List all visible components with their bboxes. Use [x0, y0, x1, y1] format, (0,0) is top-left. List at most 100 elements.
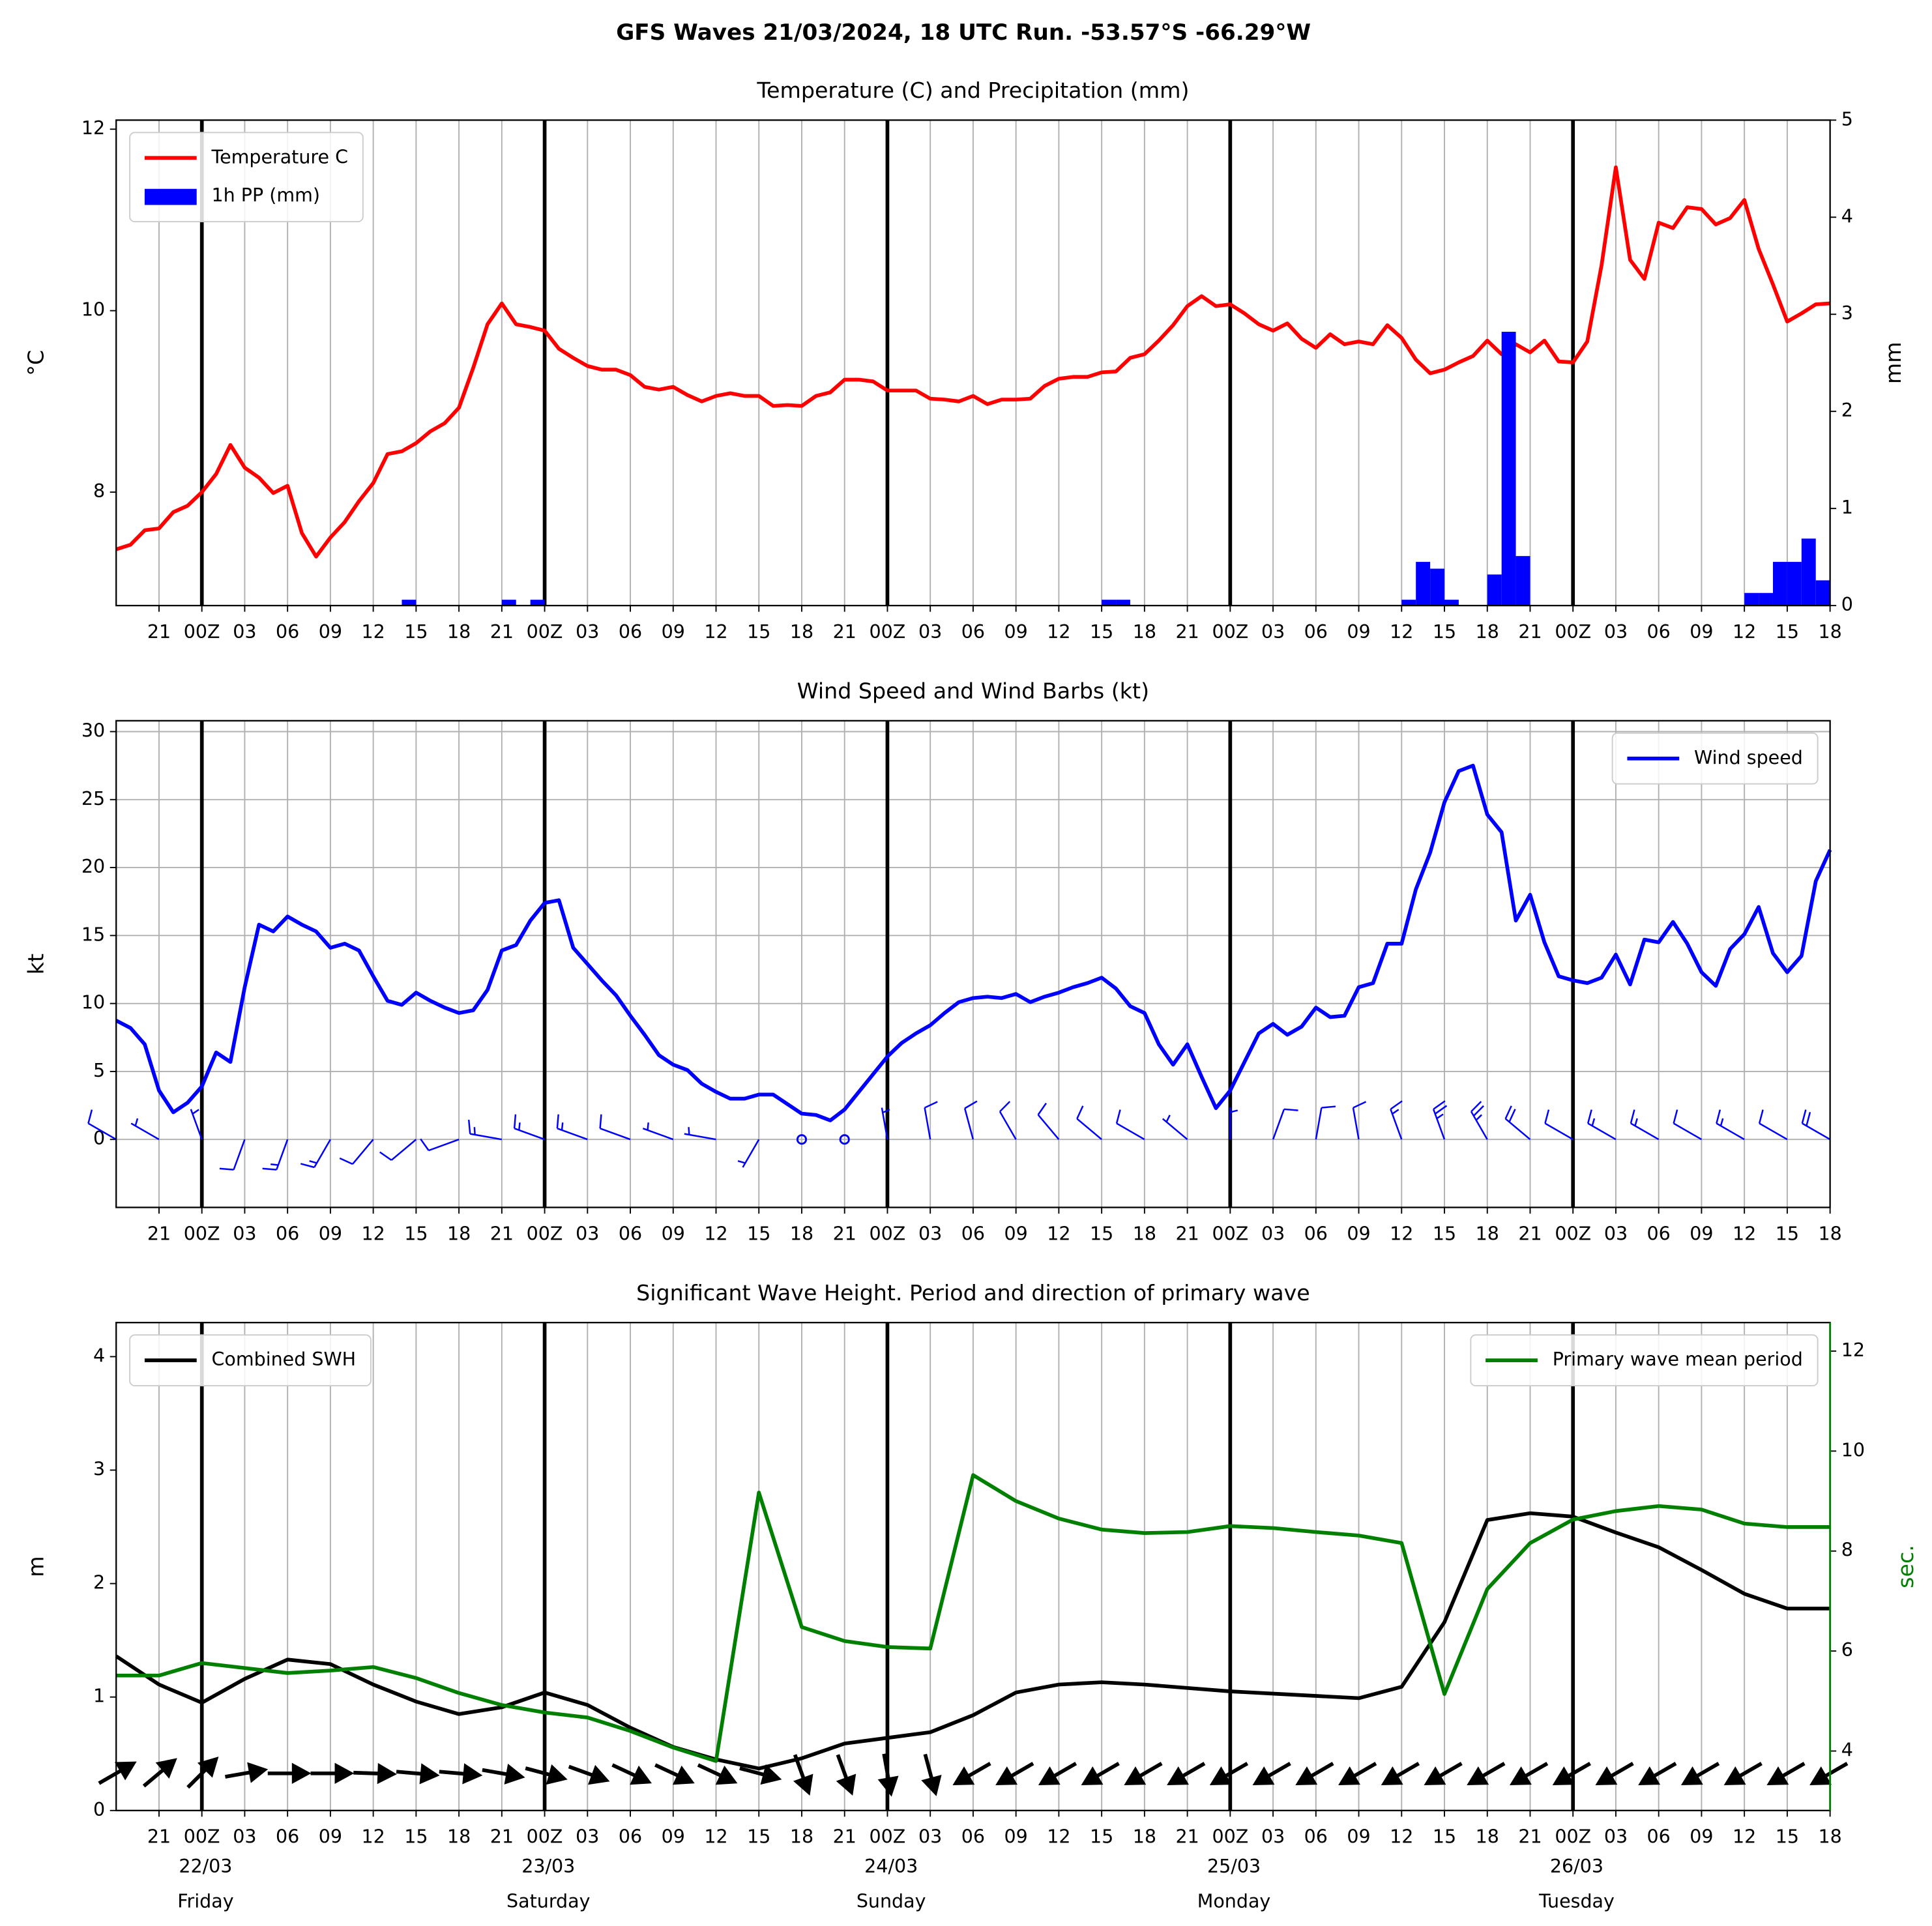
wind-barb	[1587, 1109, 1617, 1141]
x-tick-label: 00Z	[527, 1223, 563, 1244]
x-tick-label: 12	[1390, 621, 1413, 643]
day-date-label: 24/03	[864, 1856, 918, 1877]
x-tick-label: 12	[1390, 1223, 1413, 1244]
wave-arrow	[1209, 1762, 1249, 1785]
x-tick-label: 21	[147, 1826, 171, 1848]
x-tick-label: 21	[490, 621, 514, 643]
bar	[1401, 600, 1416, 606]
legend-label: Wind speed	[1694, 747, 1803, 768]
y2-tick-label: 1	[1841, 497, 1853, 518]
day-name-label: Sunday	[856, 1890, 926, 1912]
x-tick-label: 12	[1047, 1223, 1070, 1244]
x-tick-label: 09	[1347, 621, 1370, 643]
y2-tick-label: 5	[1841, 108, 1853, 130]
line-series	[115, 1511, 1830, 1771]
x-tick-label: 06	[276, 1826, 299, 1848]
x-tick-label: 03	[1261, 621, 1285, 643]
panel-title: Significant Wave Height. Period and dire…	[636, 1280, 1310, 1306]
x-tick-label: 09	[662, 621, 685, 643]
x-tick-label: 15	[1090, 1223, 1113, 1244]
x-tick-label: 15	[1433, 1223, 1456, 1244]
wave-arrow	[1167, 1762, 1206, 1785]
x-tick-label: 18	[790, 1223, 813, 1244]
legend: Combined SWH	[129, 1334, 372, 1387]
wind-barb	[420, 1138, 460, 1152]
y-tick-label: 3	[93, 1459, 105, 1480]
y-tick-label: 10	[81, 299, 105, 321]
wave-arrow	[1252, 1762, 1291, 1785]
x-tick-label: 21	[1175, 1826, 1199, 1848]
x-tick-label: 15	[1776, 621, 1799, 643]
x-tick-label: 21	[833, 621, 856, 643]
figure-title: GFS Waves 21/03/2024, 18 UTC Run. -53.57…	[616, 20, 1311, 46]
y2-tick-label: 3	[1841, 302, 1853, 324]
x-tick-label: 12	[1047, 1826, 1070, 1848]
x-tick-label: 15	[747, 1826, 770, 1848]
wave-arrow	[1124, 1762, 1163, 1785]
x-tick-label: 18	[1133, 1826, 1156, 1848]
x-tick-label: 03	[918, 1826, 942, 1848]
wind-barb	[1470, 1101, 1488, 1140]
bar	[1487, 574, 1502, 606]
x-tick-label: 06	[1304, 1223, 1328, 1244]
legend: Primary wave mean period	[1470, 1334, 1819, 1387]
x-tick-label: 06	[1647, 621, 1671, 643]
bar	[1444, 600, 1459, 606]
x-tick-label: 06	[1304, 1826, 1328, 1848]
day-date-label: 26/03	[1550, 1856, 1603, 1877]
x-tick-label: 06	[619, 1826, 642, 1848]
x-tick-label: 00Z	[184, 1223, 220, 1244]
x-tick-label: 00Z	[870, 1223, 906, 1244]
wave-arrow	[1680, 1762, 1720, 1785]
bar	[1430, 568, 1445, 606]
x-tick-label: 09	[1004, 621, 1028, 643]
wind-barb	[130, 1118, 160, 1141]
wind-barb	[1352, 1101, 1367, 1140]
x-tick-label: 03	[233, 1826, 256, 1848]
x-tick-label: 15	[1433, 1826, 1456, 1848]
x-tick-label: 12	[1733, 1826, 1756, 1848]
wind-barb	[924, 1101, 938, 1140]
x-tick-label: 06	[961, 1223, 985, 1244]
x-tick-label: 00Z	[1555, 1826, 1591, 1848]
day-name-label: Friday	[177, 1890, 234, 1912]
x-tick-label: 15	[747, 1223, 770, 1244]
x-tick-label: 15	[404, 1826, 428, 1848]
x-tick-label: 12	[704, 1826, 727, 1848]
wave-arrow	[793, 1754, 813, 1796]
wind-barb	[1673, 1109, 1703, 1141]
x-tick-label: 12	[361, 621, 385, 643]
x-tick-label: 06	[619, 621, 642, 643]
x-tick-label: 09	[1004, 1826, 1028, 1848]
y-tick-label: 25	[81, 788, 105, 810]
wave-arrow	[1638, 1762, 1677, 1785]
wave-arrow	[482, 1764, 525, 1785]
x-tick-label: 15	[1090, 1826, 1113, 1848]
bar	[402, 600, 417, 606]
wind-barb	[1076, 1105, 1102, 1141]
x-tick-label: 00Z	[184, 1826, 220, 1848]
wind-barb	[379, 1139, 417, 1161]
wave-arrow	[921, 1753, 942, 1796]
legend-label: Primary wave mean period	[1553, 1349, 1803, 1370]
x-tick-label: 15	[747, 621, 770, 643]
wave-arrow	[439, 1763, 483, 1785]
x-tick-label: 09	[1690, 621, 1713, 643]
bar	[1744, 592, 1759, 606]
y-tick-label: 12	[81, 117, 105, 139]
x-tick-label: 09	[1347, 1826, 1370, 1848]
wind-barb	[513, 1114, 545, 1141]
x-tick-label: 15	[1090, 621, 1113, 643]
wind-barb	[1229, 1107, 1238, 1140]
y-tick-label: 8	[93, 480, 105, 502]
wave-arrow	[877, 1753, 899, 1797]
x-tick-label: 18	[447, 621, 471, 643]
y2-tick-label: 4	[1841, 205, 1853, 227]
day-date-label: 22/03	[179, 1856, 232, 1877]
bar	[1102, 600, 1117, 606]
x-tick-label: 03	[1604, 1223, 1628, 1244]
plot-frame	[115, 119, 1831, 607]
wave-arrow	[654, 1763, 695, 1785]
x-tick-label: 00Z	[1212, 1826, 1248, 1848]
wave-arrow	[952, 1762, 991, 1785]
